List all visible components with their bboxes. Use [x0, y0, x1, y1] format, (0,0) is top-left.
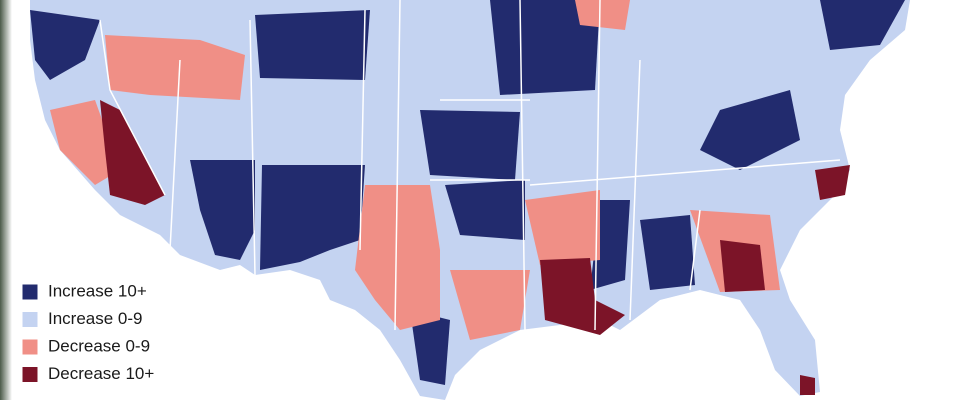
legend-swatch	[21, 283, 39, 301]
legend-swatch	[21, 311, 39, 328]
legend-swatch	[21, 366, 39, 383]
region	[575, 0, 630, 30]
legend-swatch	[21, 338, 39, 356]
legend-label: Decrease 0-9	[48, 336, 150, 355]
region	[640, 215, 695, 290]
legend: Increase 10+ Increase 0-9 Decrease 0-9 Decr…	[21, 281, 154, 383]
region	[190, 160, 255, 260]
region	[820, 0, 905, 50]
region	[255, 10, 370, 80]
region	[30, 10, 100, 80]
edge-strip	[0, 0, 12, 400]
region	[525, 190, 600, 265]
state-borders	[99, 0, 841, 331]
region	[800, 375, 815, 395]
region	[720, 240, 765, 292]
region	[410, 310, 450, 385]
region	[355, 185, 440, 330]
legend-label: Increase 0-9	[48, 309, 143, 328]
region	[490, 0, 600, 95]
legend-label: Decrease 10+	[48, 364, 154, 383]
region	[445, 180, 525, 240]
region	[100, 100, 165, 205]
region	[815, 165, 850, 200]
us-map	[30, 0, 910, 400]
legend-label: Increase 10+	[48, 281, 147, 300]
region	[105, 35, 245, 100]
region	[450, 270, 530, 340]
region	[260, 165, 365, 270]
region	[700, 90, 800, 170]
region	[420, 110, 520, 180]
region	[540, 258, 625, 335]
